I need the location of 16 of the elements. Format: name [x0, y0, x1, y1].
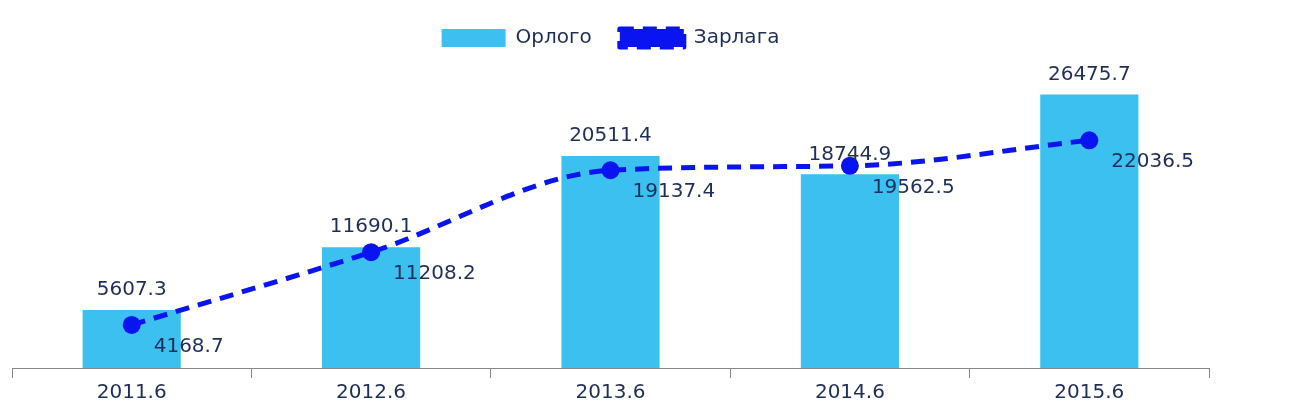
x-tick-label: 2011.6 [96, 379, 167, 404]
legend-label: Орлого [515, 24, 592, 49]
data-label: 5607.3 [96, 276, 167, 301]
data-label: 11690.1 [329, 213, 413, 238]
point [601, 161, 620, 180]
x-tick-label: 2013.6 [575, 379, 646, 404]
data-label: 20511.4 [569, 122, 652, 147]
x-tick-label: 2015.6 [1054, 379, 1125, 404]
data-label: 26475.7 [1047, 60, 1131, 85]
x-tick-label: 2012.6 [336, 379, 407, 404]
data-label: 18744.9 [808, 140, 892, 165]
legend-label: Зарлага [693, 24, 780, 49]
point [122, 315, 141, 334]
point [362, 243, 381, 262]
point [1080, 131, 1099, 150]
x-tick-label: 2014.6 [814, 379, 885, 404]
